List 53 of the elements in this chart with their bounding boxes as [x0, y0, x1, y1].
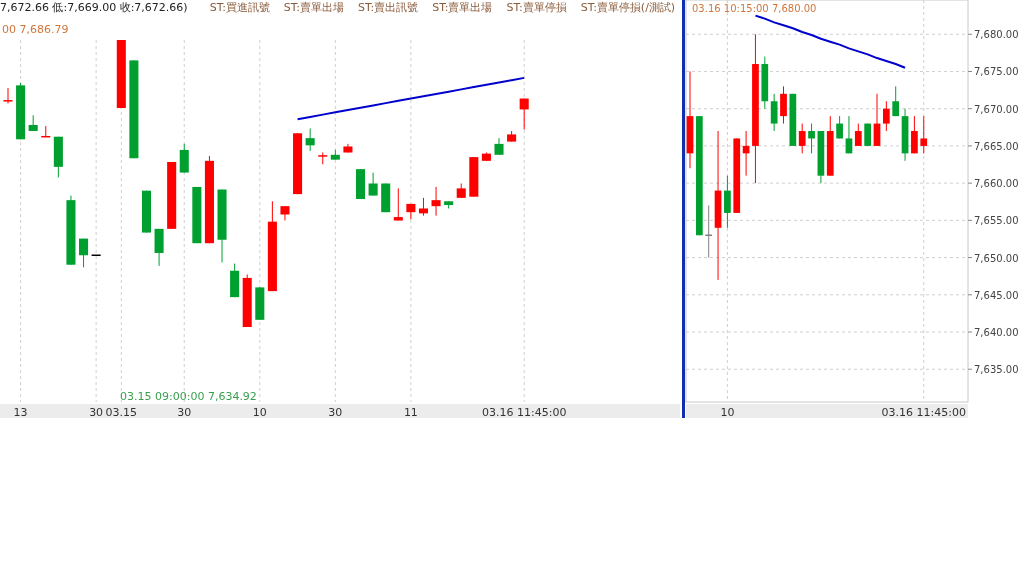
candlestick [368, 172, 378, 197]
text: ST:賣出訊號 [358, 1, 419, 14]
text: 00 7,686.79 [2, 23, 69, 36]
candlestick [280, 205, 290, 222]
y-tick-label: 7,640.00 [974, 327, 1019, 339]
candlestick [305, 127, 315, 152]
candlestick [911, 115, 918, 154]
x-tick-label: 03.15 [105, 406, 138, 419]
y-tick-label: 7,635.00 [974, 364, 1019, 376]
text: ST:賣單出場 [283, 1, 345, 14]
text: ST:賣單停損(/測試) [580, 1, 676, 14]
y-tick-label: 7,680.00 [974, 29, 1019, 41]
candlestick [393, 187, 403, 222]
candlestick [770, 93, 778, 132]
x-tick-label: 10 [252, 406, 267, 419]
y-tick-label: 7,665.00 [974, 140, 1019, 152]
candlestick [920, 115, 928, 154]
line-series [754, 14, 907, 69]
candlestick [808, 123, 815, 154]
candlestick [406, 203, 416, 220]
x-tick-label: 10 [720, 406, 735, 419]
x-tick-label: 30 [328, 406, 343, 419]
x-tick-label: 11 [403, 406, 418, 419]
y-tick-label: 7,670.00 [974, 103, 1019, 115]
candlestick [780, 85, 787, 125]
candlestick [179, 143, 189, 174]
candlestick [724, 175, 731, 229]
x-tick-label: 30 [89, 406, 104, 419]
candlestick [519, 98, 529, 131]
y-tick-label: 7,655.00 [974, 215, 1019, 227]
x-tick-label: 03.16 11:45:00 [481, 406, 567, 419]
text: 03.15 09:00:00 7,634.92 [120, 390, 257, 403]
candlestick [892, 85, 900, 117]
candlestick [3, 87, 13, 104]
y-tick-label: 7,675.00 [974, 66, 1019, 78]
chart-title: 7,672.66 低:7,669.00 收:7,672.66) [0, 1, 188, 14]
candlestick [854, 123, 862, 147]
y-tick-label: 7,660.00 [974, 178, 1019, 190]
text: ST:買進訊號 [209, 1, 270, 14]
candlestick [705, 204, 713, 259]
candlestick [798, 123, 806, 154]
y-tick-label: 7,650.00 [974, 252, 1019, 264]
x-tick-label: 03.16 11:45:00 [881, 406, 966, 419]
candlestick [845, 115, 853, 154]
candlestick [79, 238, 89, 268]
candlestick [431, 186, 441, 217]
annotation: 03.16 10:15:00 7,680.00 [692, 3, 817, 14]
x-tick-label: 30 [177, 406, 192, 419]
text: ST:賣單出場 [432, 1, 493, 14]
x-tick-label: 13 [13, 406, 28, 419]
candlestick [882, 100, 890, 132]
text: ST:賣單停損 [506, 1, 567, 14]
y-tick-label: 7,645.00 [974, 289, 1019, 301]
